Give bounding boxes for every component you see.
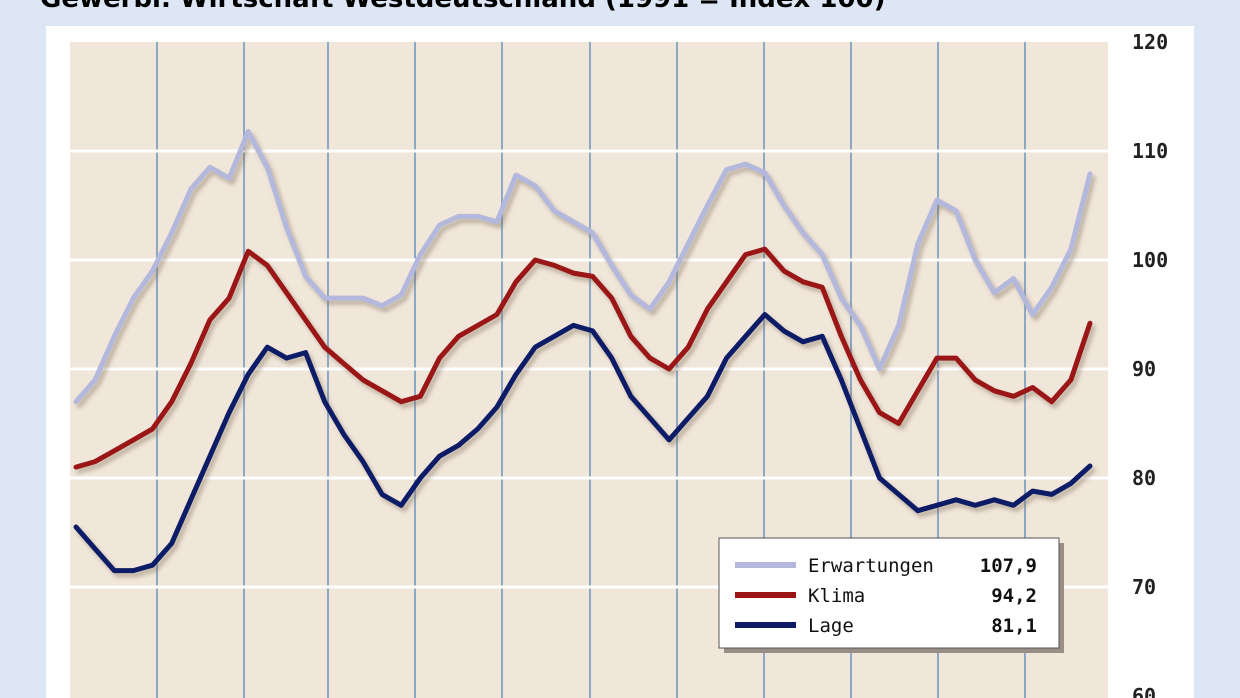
legend-value: 107,9	[980, 555, 1037, 577]
y-tick-label: 70	[1132, 575, 1156, 599]
y-tick-label: 60	[1132, 684, 1156, 698]
y-axis-ticks: 60 70 80 90 100 110 120	[1132, 30, 1168, 698]
y-tick-label: 90	[1132, 357, 1156, 381]
series-line-lage	[73, 312, 1093, 574]
y-tick-label: 100	[1132, 248, 1168, 272]
legend: Erwartungen 107,9 Klima 94,2 Lage 81,1	[718, 537, 1064, 653]
legend-label: Lage	[808, 615, 854, 637]
y-tick-label: 120	[1132, 30, 1168, 54]
legend-label: Klima	[808, 585, 865, 607]
y-tick-label: 110	[1132, 139, 1168, 163]
series-line-erwartungen	[73, 128, 1093, 405]
y-tick-label: 80	[1132, 466, 1156, 490]
chart-title: Gewerbl. Wirtschaft Westdeutschland (199…	[40, 0, 886, 14]
legend-value: 81,1	[991, 615, 1037, 637]
series-lines	[73, 128, 1093, 574]
legend-value: 94,2	[991, 585, 1037, 607]
legend-label: Erwartungen	[808, 555, 934, 577]
series-line-klima	[73, 246, 1093, 470]
